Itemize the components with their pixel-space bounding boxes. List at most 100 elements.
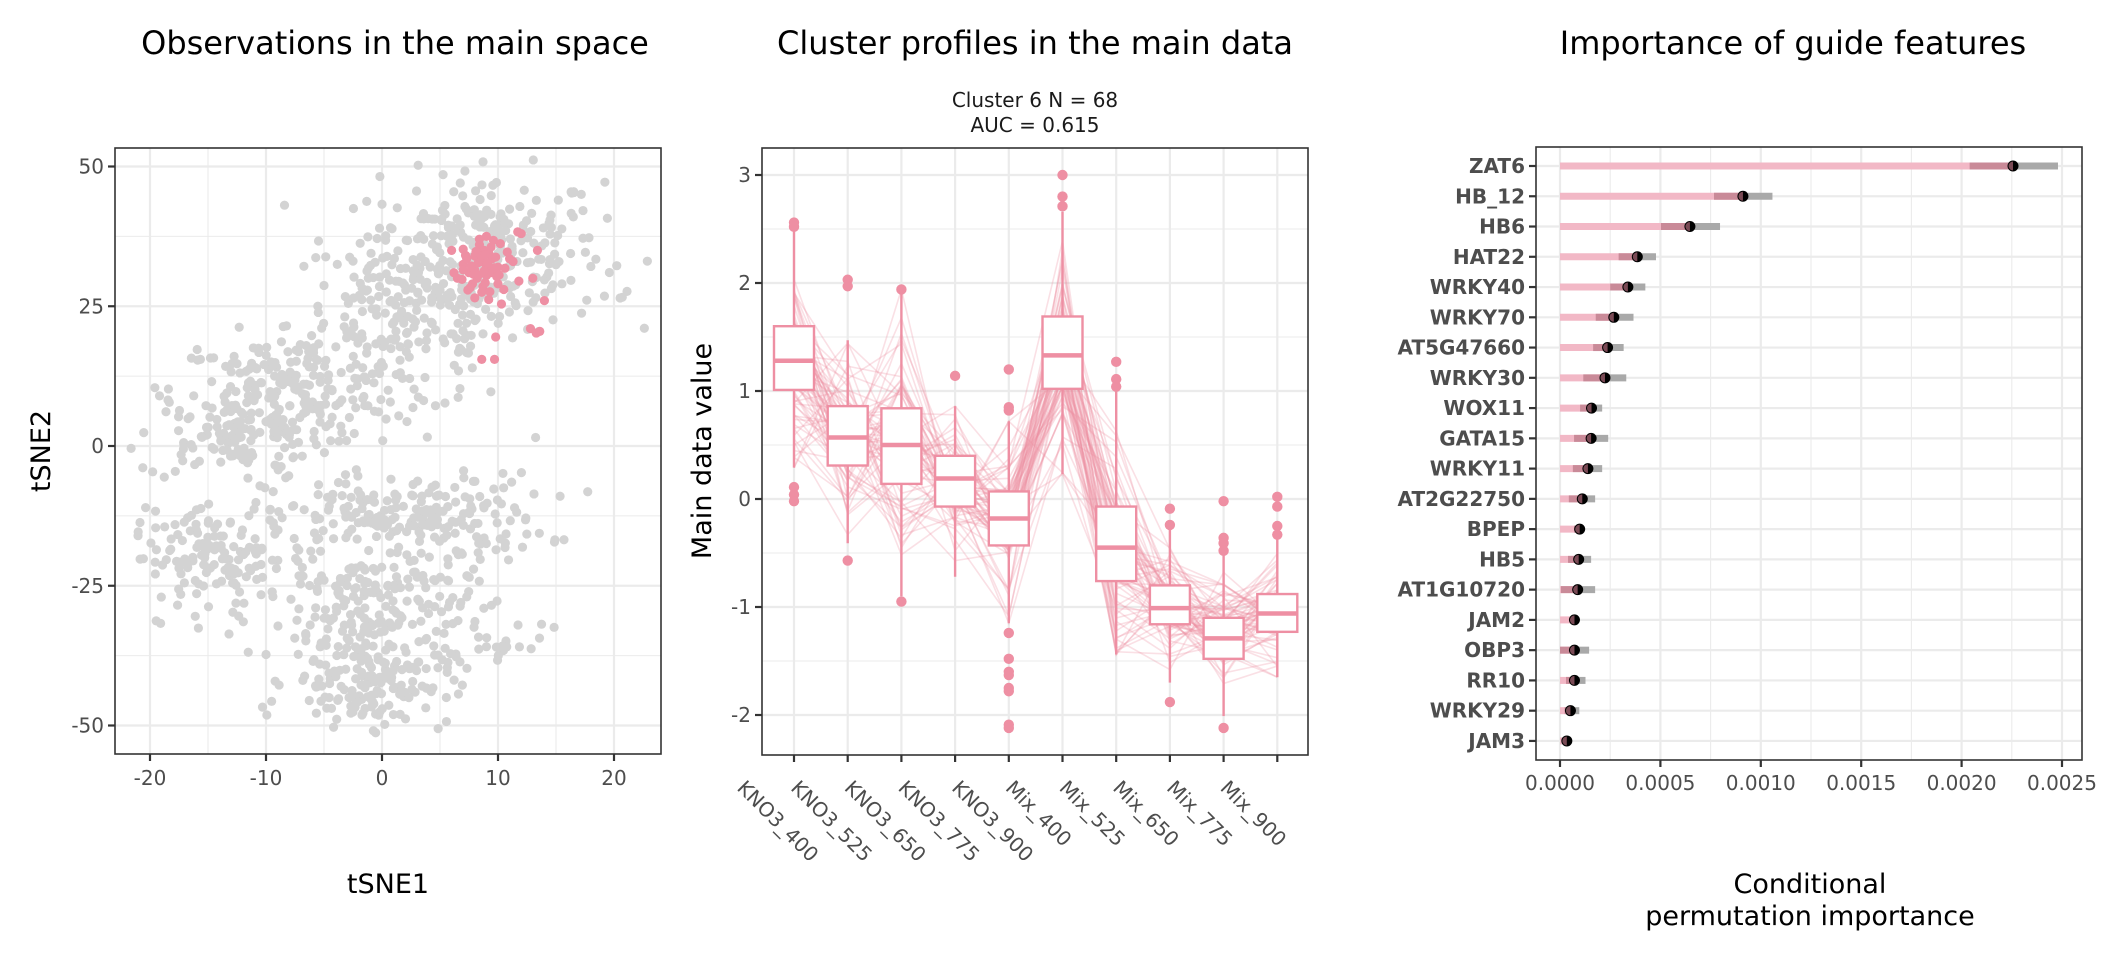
background-point <box>207 377 217 387</box>
background-point <box>531 293 541 303</box>
background-point <box>516 467 527 478</box>
background-point <box>268 591 278 602</box>
background-point <box>303 353 313 364</box>
cluster-point <box>493 279 503 289</box>
profile-line <box>793 370 1278 656</box>
background-point <box>395 368 405 378</box>
background-point <box>363 510 373 520</box>
background-point <box>268 487 278 497</box>
background-point <box>362 196 372 206</box>
background-point <box>228 607 238 617</box>
background-point <box>276 337 287 347</box>
background-point <box>438 334 448 344</box>
background-point <box>545 229 555 239</box>
profile-line <box>793 322 1278 644</box>
cluster-point <box>458 265 468 275</box>
background-point <box>255 427 265 437</box>
background-point <box>446 649 456 659</box>
profile-line <box>793 375 1278 655</box>
background-point <box>261 649 271 660</box>
box-outlier <box>1111 381 1122 392</box>
background-point <box>402 235 413 246</box>
profile-lines <box>793 240 1278 685</box>
background-point <box>512 507 522 517</box>
scatter-panel-border <box>114 147 662 755</box>
background-point <box>475 491 485 502</box>
background-point <box>363 263 374 273</box>
profile-line <box>793 261 1278 650</box>
background-point <box>433 663 443 673</box>
background-point <box>333 477 344 488</box>
cluster-point <box>539 296 550 306</box>
importance-point-shade <box>1569 675 1575 685</box>
x-tick-label: 0.0005 <box>1625 771 1695 795</box>
background-point <box>133 527 143 537</box>
background-point <box>230 400 241 410</box>
background-point <box>470 518 480 529</box>
background-point <box>196 503 206 514</box>
background-point <box>370 709 381 719</box>
background-point <box>421 683 432 693</box>
background-point <box>340 470 351 480</box>
background-point <box>431 502 441 512</box>
background-point <box>370 257 380 267</box>
background-point <box>383 590 393 600</box>
background-point <box>349 428 359 439</box>
background-point <box>349 272 359 282</box>
background-point <box>514 642 525 652</box>
background-point <box>409 322 419 332</box>
background-point <box>243 473 253 483</box>
profile-line <box>793 365 1278 648</box>
background-point <box>333 695 343 705</box>
background-point <box>344 412 354 423</box>
background-point <box>401 347 411 357</box>
background-point <box>386 295 396 306</box>
background-point <box>536 619 547 629</box>
background-point <box>421 633 432 644</box>
background-point <box>251 561 261 571</box>
background-point <box>393 246 403 256</box>
background-point <box>420 280 430 290</box>
cluster-point <box>463 285 473 295</box>
background-point <box>380 719 390 730</box>
background-point <box>203 518 213 528</box>
background-point <box>242 398 252 408</box>
cluster-point <box>484 294 494 305</box>
background-point <box>259 359 269 370</box>
background-point <box>332 259 342 269</box>
feature-label: WRKY30 <box>1430 366 1525 390</box>
background-point <box>443 576 454 586</box>
background-point <box>362 494 372 505</box>
background-point <box>468 564 479 574</box>
box-outlier <box>1003 722 1014 734</box>
background-point <box>416 530 426 540</box>
box-outlier <box>1164 503 1176 514</box>
background-point <box>351 465 361 475</box>
background-point <box>381 287 391 297</box>
background-point <box>283 347 293 357</box>
background-point <box>204 499 214 509</box>
cluster-point <box>514 276 524 286</box>
background-point <box>398 501 408 512</box>
background-point <box>430 325 441 335</box>
background-point <box>430 401 441 411</box>
background-point <box>189 391 199 401</box>
background-point <box>243 647 253 657</box>
background-point <box>348 395 358 405</box>
background-point <box>505 516 515 526</box>
background-point <box>489 484 499 494</box>
background-point <box>416 231 426 241</box>
background-point <box>150 557 160 567</box>
profile-line <box>793 324 1278 653</box>
background-point <box>246 424 256 435</box>
background-point <box>377 199 387 209</box>
background-point <box>357 503 367 514</box>
box-outlier <box>788 221 800 233</box>
background-point <box>192 528 203 538</box>
y-tick-label: -25 <box>71 574 104 598</box>
background-point <box>297 562 307 573</box>
background-point <box>427 482 437 492</box>
background-point <box>408 402 418 413</box>
background-point <box>422 432 432 442</box>
background-point <box>319 318 329 328</box>
